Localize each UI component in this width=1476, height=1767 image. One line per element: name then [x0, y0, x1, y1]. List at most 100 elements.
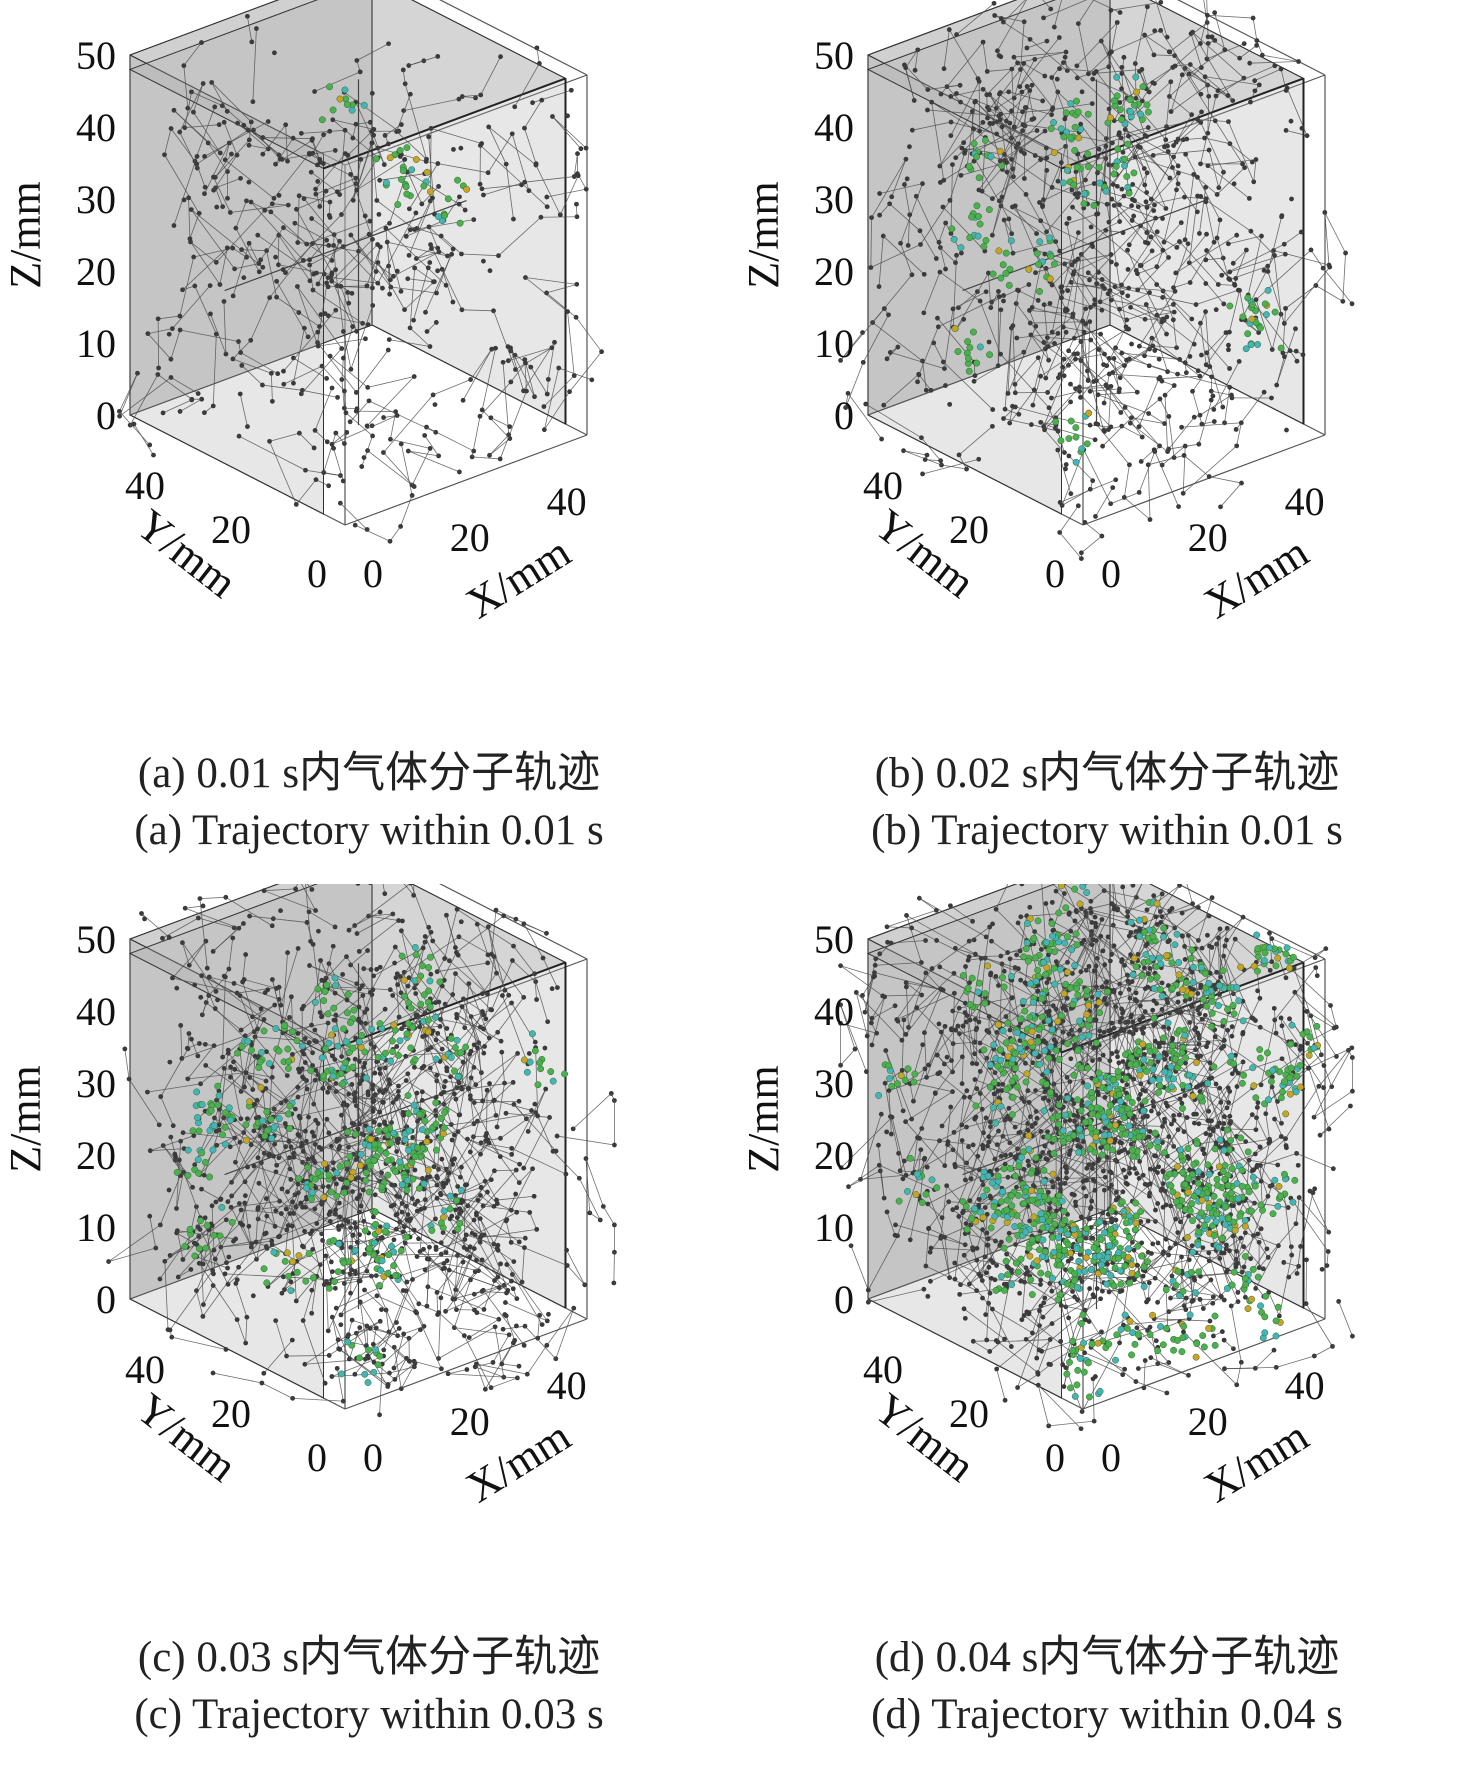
trajectory-segment: [174, 1159, 184, 1173]
trajectory-segment: [390, 286, 437, 294]
trajectory-segment: [524, 176, 575, 183]
trajectory-point: [537, 1312, 542, 1318]
trajectory-point: [444, 912, 449, 918]
trajectory-point: [948, 94, 954, 99]
trajectory-segment: [1114, 286, 1163, 298]
trajectory-segment: [1141, 69, 1150, 93]
trajectory-point: [376, 211, 382, 217]
trajectory-segment: [585, 1158, 604, 1207]
trajectory-point: [191, 1133, 197, 1139]
trajectory-segment: [946, 86, 961, 103]
trajectory-point: [295, 946, 301, 951]
trajectory-segment: [332, 119, 374, 130]
trajectory-segment: [1153, 54, 1175, 57]
trajectory-point: [453, 971, 458, 977]
trajectory-point: [357, 1325, 363, 1331]
trajectory-segment: [1088, 272, 1123, 294]
trajectory-segment: [1003, 406, 1016, 419]
trajectory-segment: [267, 1262, 292, 1287]
trajectory-segment: [423, 1249, 478, 1313]
trajectory-segment: [459, 1202, 485, 1236]
trajectory-segment: [1025, 194, 1047, 233]
trajectory-segment: [313, 1123, 319, 1161]
trajectory-point: [1075, 503, 1081, 509]
trajectory-segment: [502, 347, 552, 363]
trajectory-segment: [358, 1018, 387, 1061]
trajectory-point: [1055, 428, 1061, 434]
cluster-point: [1084, 150, 1092, 158]
trajectory-point: [432, 402, 438, 408]
trajectory-point: [420, 945, 426, 951]
trajectory-segment: [552, 1151, 580, 1179]
trajectory-segment: [271, 996, 292, 1068]
trajectory-segment: [262, 124, 286, 155]
trajectory-segment: [1083, 449, 1112, 504]
trajectory-segment: [463, 998, 483, 1012]
trajectory-segment: [436, 1075, 452, 1125]
trajectory-segment: [405, 1080, 460, 1116]
trajectory-point: [328, 1143, 334, 1149]
trajectory-segment: [332, 119, 379, 159]
cluster-point: [975, 212, 982, 220]
trajectory-segment: [1115, 347, 1150, 367]
trajectory-segment: [1053, 0, 1062, 28]
trajectory-segment: [1267, 271, 1285, 324]
trajectory-point: [889, 194, 895, 200]
trajectory-segment: [269, 1066, 273, 1119]
trajectory-segment: [321, 365, 345, 392]
trajectory-segment: [461, 309, 494, 312]
cluster-point: [326, 83, 334, 91]
trajectory-segment: [470, 1151, 497, 1201]
trajectory-segment: [919, 230, 937, 259]
trajectory-segment: [310, 1132, 313, 1177]
trajectory-point: [1152, 28, 1158, 34]
trajectory-point: [195, 391, 201, 396]
trajectory-point: [503, 1110, 509, 1116]
trajectory-point: [424, 1303, 430, 1309]
trajectory-segment: [469, 1077, 472, 1096]
trajectory-segment: [430, 244, 463, 311]
trajectory-segment: [982, 42, 988, 72]
trajectory-segment: [238, 435, 306, 471]
trajectory-point: [972, 373, 978, 379]
cluster-point: [1242, 345, 1250, 353]
trajectory-segment: [1047, 337, 1091, 341]
trajectory-segment: [1017, 289, 1039, 301]
trajectory-segment: [1057, 449, 1072, 494]
trajectory-point: [1289, 196, 1294, 202]
trajectory-segment: [408, 450, 439, 457]
cluster-point: [1239, 313, 1247, 321]
trajectory-point: [1100, 443, 1105, 449]
trajectory-segment: [311, 1276, 318, 1314]
trajectory-segment: [350, 234, 377, 272]
trajectory-segment: [128, 1078, 160, 1126]
trajectory-point: [1136, 489, 1142, 495]
trajectory-segment: [1070, 383, 1112, 428]
trajectory-segment: [252, 1056, 256, 1090]
trajectory-point: [1313, 283, 1319, 288]
trajectory-point: [1019, 89, 1025, 95]
trajectory-point: [444, 1258, 450, 1264]
trajectory-segment: [1162, 297, 1197, 305]
trajectory-segment: [257, 1171, 277, 1208]
trajectory-segment: [389, 339, 431, 347]
trajectory-segment: [1009, 406, 1013, 424]
trajectory-segment: [260, 227, 284, 261]
trajectory-segment: [263, 1339, 293, 1374]
trajectory-segment: [530, 366, 548, 395]
trajectory-segment: [1111, 299, 1175, 313]
trajectory-segment: [569, 351, 602, 392]
trajectory-segment: [269, 441, 297, 505]
trajectory-point: [467, 1149, 473, 1155]
trajectory-point: [465, 1203, 471, 1209]
trajectory-point: [390, 911, 396, 917]
trajectory-segment: [470, 1098, 501, 1157]
trajectory-segment: [567, 311, 575, 376]
trajectory-point: [155, 372, 161, 377]
trajectory-point: [364, 423, 370, 429]
trajectory-segment: [356, 1328, 400, 1359]
trajectory-segment: [198, 1263, 238, 1320]
trajectory-segment: [1080, 123, 1117, 175]
trajectory-point: [186, 195, 191, 201]
